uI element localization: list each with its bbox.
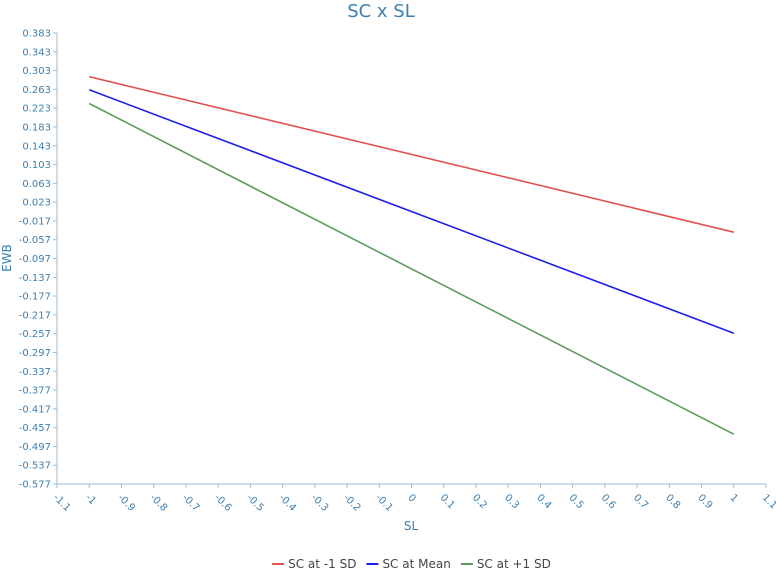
x-tick-label: -0.3 [309, 492, 331, 514]
y-tick-label: -0.377 [19, 386, 51, 397]
y-tick-label: -0.537 [19, 461, 51, 472]
y-tick-label: 0.343 [22, 47, 51, 58]
y-tick-label: -0.337 [19, 367, 51, 378]
x-tick-label: -1.1 [51, 492, 73, 514]
x-tick-label: 0.6 [599, 492, 618, 511]
x-tick-label: -1 [83, 492, 98, 507]
series-line [88, 102, 735, 435]
y-tick-label: 0.303 [22, 66, 51, 77]
x-tick-label: 0.3 [502, 492, 521, 511]
y-tick-label: -0.017 [19, 216, 51, 227]
x-tick-label: -0.9 [115, 492, 137, 514]
x-tick-label: -0.2 [341, 492, 363, 514]
y-tick-label: -0.497 [19, 442, 51, 453]
y-tick-label: 0.223 [22, 104, 51, 115]
y-tick-label: -0.457 [19, 423, 51, 434]
y-tick-label: 0.023 [22, 198, 51, 209]
y-tick-label: -0.257 [19, 329, 51, 340]
x-axis-title: SL [404, 519, 419, 533]
y-tick-label: -0.577 [19, 480, 51, 491]
x-tick-label: -0.6 [212, 492, 234, 514]
x-tick-label: 0.7 [631, 492, 650, 511]
series-lines [88, 75, 735, 435]
x-tick-label: 0.2 [470, 492, 489, 511]
x-tick-label: 0.5 [567, 492, 586, 511]
legend-label: SC at -1 SD [288, 557, 356, 571]
x-tick-label: -0.1 [373, 492, 395, 514]
y-tick-label: 0.263 [22, 85, 51, 96]
y-tick-label: -0.297 [19, 348, 51, 359]
x-tick-label: 0.9 [695, 492, 714, 511]
y-tick-label: 0.183 [22, 122, 51, 133]
chart-axes: 0.383 0.343 0.303 0.263 0.223 0.183 0.143 0.103… [19, 29, 776, 514]
x-tick-label: 0.1 [438, 492, 457, 511]
x-tick-label: 1 [728, 492, 740, 504]
x-tick-label: -0.4 [276, 492, 298, 514]
y-tick-label: -0.097 [19, 254, 51, 265]
legend: SC at -1 SD SC at Mean SC at +1 SD [272, 557, 551, 571]
y-axis-title: EWB [0, 244, 14, 272]
y-tick-label: 0.143 [22, 141, 51, 152]
series-line [89, 75, 734, 233]
x-tick-label: -0.7 [180, 492, 202, 514]
y-tick-label: -0.217 [19, 310, 51, 321]
x-tick-label: 0.4 [534, 492, 553, 511]
series-line [88, 89, 735, 334]
y-tick-label: -0.057 [19, 235, 51, 246]
y-tick-label: 0.063 [22, 179, 51, 190]
x-tick-label: 1.1 [760, 492, 776, 511]
legend-label: SC at Mean [382, 557, 450, 571]
x-tick-label: -0.8 [148, 492, 170, 514]
x-tick-label: 0.8 [663, 492, 682, 511]
y-tick-label: -0.177 [19, 292, 51, 303]
y-tick-label: -0.417 [19, 404, 51, 415]
y-tick-label: 0.383 [22, 29, 51, 40]
chart-title: SC x SL [347, 1, 415, 22]
y-tick-label: -0.137 [19, 273, 51, 284]
legend-label: SC at +1 SD [477, 557, 551, 571]
x-tick-label: -0.5 [244, 492, 266, 514]
y-tick-label: 0.103 [22, 160, 51, 171]
x-tick-label: 0 [405, 492, 417, 504]
